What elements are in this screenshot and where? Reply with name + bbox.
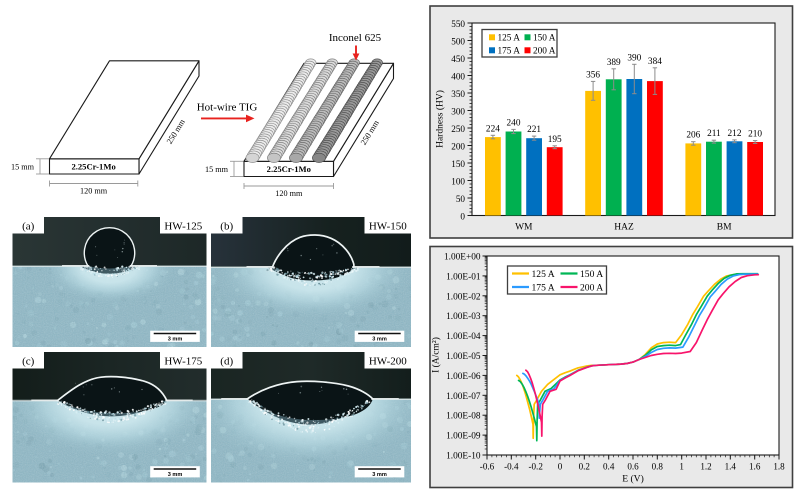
svg-text:120 mm: 120 mm	[275, 189, 303, 198]
svg-text:Hot-wire TIG: Hot-wire TIG	[197, 102, 258, 114]
svg-text:150 A: 150 A	[533, 34, 556, 44]
svg-text:400: 400	[451, 71, 465, 81]
svg-text:175 A: 175 A	[498, 47, 521, 57]
svg-text:150 A: 150 A	[580, 269, 603, 280]
svg-text:1.00E-10: 1.00E-10	[446, 452, 481, 462]
svg-text:1.00E-05: 1.00E-05	[446, 352, 481, 362]
svg-text:0.2: 0.2	[579, 462, 591, 472]
svg-text:50: 50	[456, 194, 466, 204]
svg-text:HW-150: HW-150	[369, 221, 407, 233]
svg-text:2.25Cr-1Mo: 2.25Cr-1Mo	[71, 162, 115, 172]
svg-text:(c): (c)	[22, 356, 35, 368]
svg-text:1.00E-03: 1.00E-03	[446, 312, 481, 322]
svg-text:Inconel 625: Inconel 625	[329, 32, 382, 44]
svg-text:1.00E-02: 1.00E-02	[446, 292, 481, 302]
svg-text:HAZ: HAZ	[614, 223, 634, 233]
svg-text:(d): (d)	[220, 356, 233, 368]
svg-text:HW-175: HW-175	[164, 356, 202, 368]
svg-text:175 A: 175 A	[532, 282, 555, 293]
svg-text:1: 1	[679, 462, 684, 472]
svg-text:3 mm: 3 mm	[372, 472, 387, 478]
svg-text:500: 500	[451, 36, 465, 46]
svg-text:384: 384	[648, 57, 662, 67]
svg-text:HW-200: HW-200	[369, 356, 407, 368]
svg-text:3 mm: 3 mm	[168, 472, 183, 478]
svg-text:0.4: 0.4	[603, 462, 615, 472]
svg-text:125 A: 125 A	[532, 269, 555, 280]
svg-text:1.8: 1.8	[773, 462, 785, 472]
svg-text:240: 240	[507, 118, 521, 128]
svg-text:200 A: 200 A	[533, 47, 556, 57]
svg-text:15 mm: 15 mm	[205, 165, 229, 174]
svg-text:WM: WM	[515, 223, 533, 233]
svg-text:211: 211	[707, 129, 721, 139]
svg-text:1.00E-08: 1.00E-08	[446, 412, 481, 422]
svg-text:15 mm: 15 mm	[11, 163, 35, 172]
svg-text:0.6: 0.6	[627, 462, 639, 472]
svg-text:1.6: 1.6	[749, 462, 761, 472]
svg-text:1.00E-09: 1.00E-09	[446, 432, 481, 442]
svg-text:3 mm: 3 mm	[168, 337, 183, 343]
svg-text:389: 389	[607, 58, 621, 68]
svg-text:0: 0	[558, 462, 563, 472]
svg-text:E (V): E (V)	[622, 474, 644, 485]
svg-text:1.00E+00: 1.00E+00	[444, 253, 481, 263]
svg-text:1.00E-07: 1.00E-07	[446, 392, 481, 402]
svg-text:210: 210	[748, 130, 762, 140]
svg-text:(a): (a)	[22, 221, 35, 233]
svg-text:206: 206	[686, 131, 700, 141]
svg-text:100: 100	[451, 176, 465, 186]
svg-text:212: 212	[728, 129, 742, 139]
svg-text:350: 350	[451, 89, 465, 99]
svg-text:450: 450	[451, 54, 465, 64]
svg-text:-0.6: -0.6	[480, 462, 495, 472]
svg-text:1.2: 1.2	[700, 462, 712, 472]
svg-text:195: 195	[548, 135, 562, 145]
svg-text:200 A: 200 A	[580, 282, 603, 293]
svg-text:0.8: 0.8	[652, 462, 664, 472]
svg-text:3 mm: 3 mm	[372, 337, 387, 343]
svg-text:BM: BM	[717, 223, 732, 233]
svg-text:221: 221	[527, 125, 541, 135]
svg-text:224: 224	[486, 124, 500, 134]
svg-text:2.25Cr-1Mo: 2.25Cr-1Mo	[267, 164, 311, 174]
svg-text:1.00E-06: 1.00E-06	[446, 372, 481, 382]
svg-text:0: 0	[460, 211, 465, 221]
svg-text:HW-125: HW-125	[164, 221, 202, 233]
svg-text:120 mm: 120 mm	[80, 187, 108, 196]
svg-text:300: 300	[451, 106, 465, 116]
svg-text:250: 250	[451, 124, 465, 134]
svg-text:125 A: 125 A	[498, 34, 521, 44]
svg-text:1.00E-01: 1.00E-01	[446, 272, 481, 282]
svg-text:(b): (b)	[220, 221, 233, 233]
svg-text:-0.4: -0.4	[504, 462, 519, 472]
svg-text:550: 550	[451, 19, 465, 29]
svg-text:200: 200	[451, 141, 465, 151]
svg-text:150: 150	[451, 159, 465, 169]
svg-text:390: 390	[627, 53, 641, 63]
svg-text:I (A/cm²): I (A/cm²)	[431, 337, 442, 373]
svg-text:356: 356	[586, 70, 600, 80]
svg-text:1.00E-04: 1.00E-04	[446, 332, 481, 342]
svg-text:1.4: 1.4	[725, 462, 737, 472]
svg-text:-0.2: -0.2	[528, 462, 543, 472]
svg-text:Hardness (HV): Hardness (HV)	[435, 90, 446, 148]
